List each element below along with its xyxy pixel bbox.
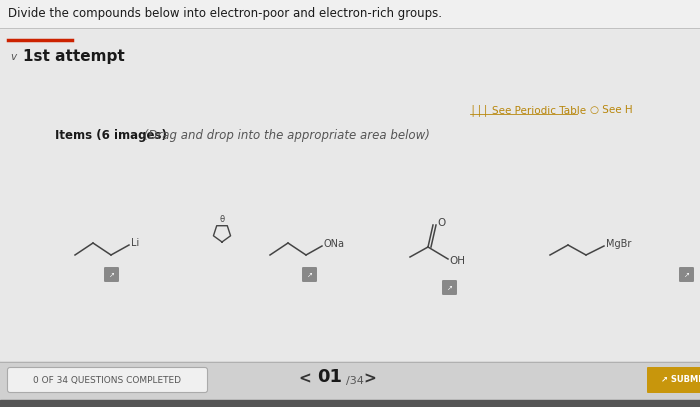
- FancyBboxPatch shape: [104, 267, 118, 282]
- Text: 01: 01: [318, 368, 342, 386]
- Text: │││ See Periodic Table: │││ See Periodic Table: [470, 104, 586, 116]
- Text: Divide the compounds below into electron-poor and electron-rich groups.: Divide the compounds below into electron…: [8, 7, 442, 20]
- Bar: [0, 0, 700, 28]
- Text: ↗: ↗: [684, 271, 690, 278]
- FancyBboxPatch shape: [680, 267, 694, 282]
- Text: ↗: ↗: [447, 284, 452, 291]
- Text: /34: /34: [346, 376, 364, 386]
- Text: ↗: ↗: [307, 271, 312, 278]
- Text: OH: OH: [449, 256, 465, 266]
- FancyBboxPatch shape: [442, 280, 456, 295]
- Text: 1st attempt: 1st attempt: [23, 50, 125, 64]
- Text: (Drag and drop into the appropriate area below): (Drag and drop into the appropriate area…: [140, 129, 430, 142]
- Bar: [0, 400, 700, 407]
- Text: 0 OF 34 QUESTIONS COMPLETED: 0 OF 34 QUESTIONS COMPLETED: [33, 376, 181, 385]
- Text: ○ See H: ○ See H: [590, 105, 633, 115]
- Text: <: <: [299, 372, 312, 387]
- FancyBboxPatch shape: [8, 368, 207, 392]
- Text: v: v: [10, 52, 16, 62]
- FancyBboxPatch shape: [647, 367, 700, 393]
- Text: MgBr: MgBr: [606, 239, 631, 249]
- Bar: [0, 0, 700, 360]
- Bar: [0, 362, 700, 407]
- Text: O: O: [437, 218, 445, 228]
- Text: ONa: ONa: [323, 239, 344, 249]
- Text: ↗ SUBMIT A: ↗ SUBMIT A: [661, 376, 700, 385]
- Text: Items (6 images): Items (6 images): [55, 129, 167, 142]
- FancyBboxPatch shape: [302, 267, 316, 282]
- Text: Li: Li: [131, 238, 139, 248]
- Text: θ: θ: [219, 215, 225, 225]
- Text: >: >: [363, 372, 377, 387]
- Text: ↗: ↗: [108, 271, 114, 278]
